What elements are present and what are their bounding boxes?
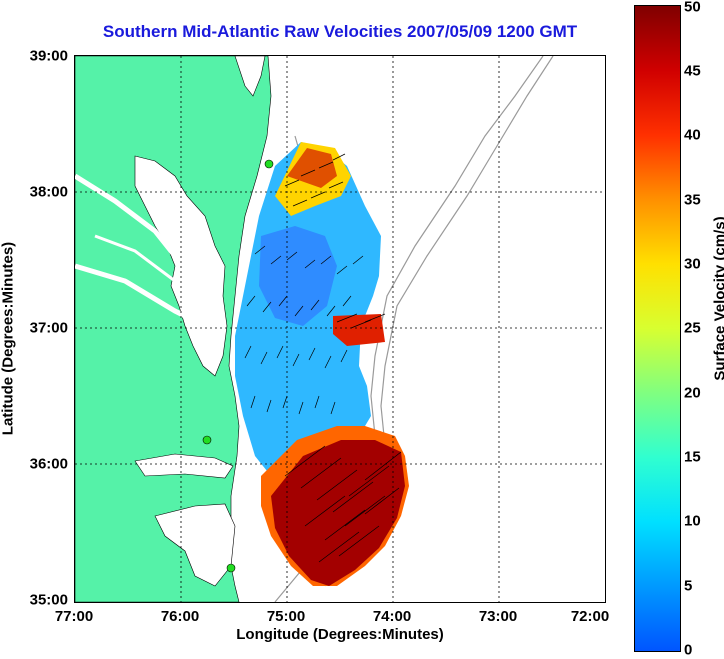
colorbar-tick-label: 15 [684, 448, 701, 466]
delaware-bay [234, 56, 266, 97]
colorbar-tick-label: 40 [684, 126, 701, 144]
colorbar-tick-label: 25 [684, 319, 701, 337]
x-tick-label: 73:00 [478, 608, 518, 625]
velocity-vectors [244, 153, 402, 563]
y-tick-label: 35:00 [29, 591, 68, 609]
y-tick-label: 37:00 [29, 319, 68, 337]
y-tick-label: 36:00 [29, 455, 68, 473]
river-potomac [75, 173, 177, 258]
velocity-field-north-high [287, 148, 337, 188]
x-tick-label: 77:00 [54, 608, 94, 625]
velocity-field-east [333, 314, 385, 346]
colorbar-tick-label: 0 [684, 641, 693, 659]
radar-site-marker[interactable] [264, 159, 274, 169]
map-grid [75, 56, 605, 602]
colorbar-tick-label: 30 [684, 255, 701, 273]
albemarle-sound [134, 453, 234, 479]
colorbar-tick-label: 10 [684, 512, 701, 530]
map-canvas [75, 56, 605, 602]
y-tick-label: 39:00 [29, 47, 68, 65]
colorbar-tick-label: 45 [684, 62, 701, 80]
river-james [75, 263, 207, 329]
y-tick-label: 38:00 [29, 183, 68, 201]
x-tick-label: 76:00 [160, 608, 200, 625]
velocity-field-very-low [259, 226, 337, 326]
x-axis-title: Longitude (Degrees:Minutes) [236, 626, 444, 643]
y-axis-title: Latitude (Degrees:Minutes) [0, 241, 17, 436]
pamlico-sound [154, 503, 236, 587]
colorbar-tick-label: 20 [684, 384, 701, 402]
x-tick-label: 74:00 [372, 608, 412, 625]
colorbar-title: Surface Velocity (cm/s) [711, 216, 724, 381]
radar-site-marker[interactable] [226, 563, 236, 573]
velocity-field-south [271, 440, 405, 586]
x-tick-label: 72:00 [570, 608, 610, 625]
map-title: Southern Mid-Atlantic Raw Velocities 200… [102, 22, 578, 41]
x-tick-label: 75:00 [266, 608, 306, 625]
river-york [94, 234, 176, 283]
radar-site-marker[interactable] [202, 435, 212, 445]
colorbar-tick-label: 35 [684, 191, 701, 209]
colorbar-tick-label: 5 [684, 577, 693, 595]
colorbar-tick-label: 50 [684, 0, 701, 16]
map-plot-area[interactable] [74, 55, 606, 603]
colorbar [634, 5, 681, 652]
